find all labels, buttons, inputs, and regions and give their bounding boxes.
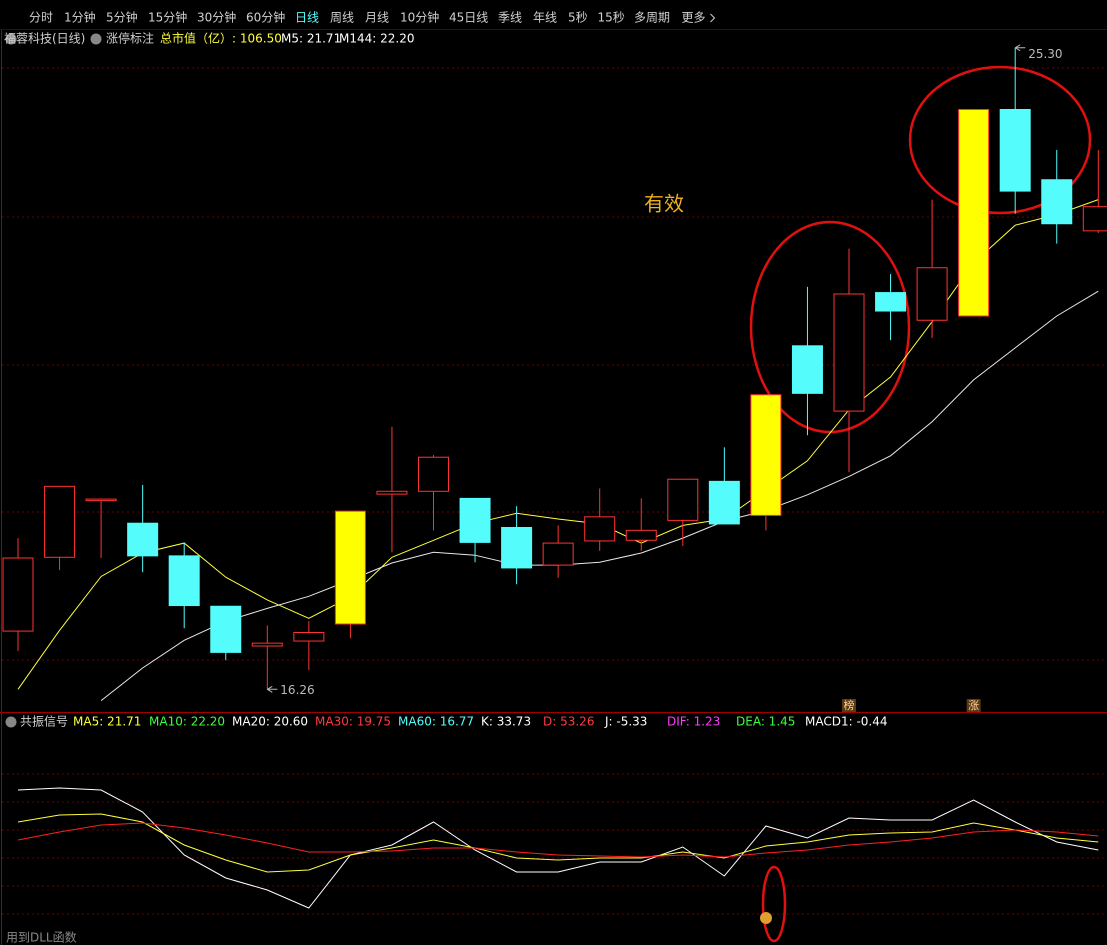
candle-body	[210, 605, 242, 653]
toolbar-tab[interactable]: 15分钟	[148, 10, 187, 25]
market-cap: 总市值（亿）: 106.50	[160, 31, 282, 46]
highlight-ellipse	[908, 65, 1092, 215]
signal-icon	[760, 912, 772, 924]
ma-value: M5: 21.71	[281, 32, 341, 46]
marker-label: 涨停标注	[106, 31, 154, 46]
candle-body	[2, 557, 34, 632]
candle-body	[85, 498, 117, 502]
indicator-name: 共振信号	[20, 715, 68, 729]
high-label: 25.30	[1028, 47, 1062, 61]
arrow	[267, 685, 278, 693]
candle-body	[542, 542, 574, 566]
candle-body	[708, 480, 740, 525]
toolbar-tab[interactable]: 多周期	[634, 11, 670, 25]
toolbar-tab[interactable]: 分时	[29, 11, 53, 25]
toolbar-tab[interactable]: 月线	[365, 11, 389, 25]
candle-body	[501, 526, 533, 569]
toolbar-tab[interactable]: 1分钟	[64, 10, 96, 25]
chevron	[710, 13, 716, 23]
candle-body	[418, 456, 449, 492]
marker-box	[966, 699, 981, 712]
candle-body	[791, 345, 823, 394]
candle-body	[251, 642, 283, 647]
marker-box	[842, 699, 856, 712]
candle-body	[1082, 206, 1107, 232]
indicator-value: MA10: 22.20	[149, 715, 225, 729]
indicator-value: D: 53.26	[543, 715, 594, 729]
indicator-value: DIF: 1.23	[667, 715, 720, 729]
candle-body	[334, 510, 366, 625]
indicator-value: MACD1: -0.44	[805, 715, 888, 729]
candle-body	[667, 478, 699, 521]
toolbar-tab[interactable]: 60分钟	[246, 10, 285, 25]
candle-body	[625, 529, 657, 541]
stock-name: 福蓉科技(日线)	[4, 31, 85, 46]
indicator-line	[17, 813, 1099, 873]
ma-line	[100, 290, 1099, 701]
candle-body	[127, 522, 159, 557]
arrow	[1014, 44, 1026, 52]
indicator-value: MA20: 20.60	[232, 715, 308, 729]
indicator-line	[17, 787, 1099, 909]
toolbar-tab[interactable]: 30分钟	[197, 10, 236, 25]
candle-body	[750, 394, 782, 516]
collapse-icon	[90, 33, 102, 45]
indicator-values: MA5: 21.71 MA10: 22.20 MA20: 20.60 MA30: 19…	[73, 715, 888, 729]
toolbar-tab[interactable]: 15秒	[598, 11, 625, 25]
candle-body	[999, 108, 1031, 192]
toolbar-tab[interactable]: 10分钟	[400, 10, 439, 25]
candle-body	[459, 497, 491, 543]
toolbar-tab[interactable]: 45日线	[449, 11, 488, 25]
indicator-value: MA30: 19.75	[315, 715, 391, 729]
indicator-value: DEA: 1.45	[736, 715, 795, 729]
main-grid	[2, 67, 1107, 661]
toolbar-tab[interactable]: 日线	[295, 11, 319, 25]
candle-body	[584, 516, 616, 542]
indicator-value: K: 33.73	[481, 715, 531, 729]
toolbar-tab[interactable]: 更多	[682, 11, 706, 25]
low-label: 16.26	[280, 683, 314, 697]
marker: 涨	[968, 699, 979, 712]
marker: 榜	[844, 698, 855, 712]
highlight-ellipse	[749, 220, 911, 434]
candle-body	[833, 293, 865, 412]
toolbar-tab[interactable]: 周线	[330, 11, 354, 25]
toolbar-tab[interactable]: 年线	[533, 11, 557, 25]
candle-body	[44, 485, 76, 558]
candle-body	[958, 108, 990, 317]
highlight-ellipse	[761, 865, 787, 943]
indicator-value: MA60: 16.77	[398, 715, 474, 729]
collapse-icon	[5, 33, 17, 45]
candle-body	[916, 267, 948, 321]
indicator-value: J: -5.33	[604, 715, 647, 729]
ma-line	[17, 199, 1099, 690]
toolbar-tab[interactable]: 5秒	[568, 11, 588, 25]
ma-value: M144: 22.20	[339, 32, 414, 46]
toolbar-tab[interactable]: 5分钟	[106, 10, 138, 25]
candle-body	[376, 490, 408, 495]
toolbar: 分时 1分钟 5分钟 15分钟 30分钟 60分钟 日线 周线 月线 10分钟 45日线 季线 年线 5秒…	[29, 10, 716, 25]
candle-body	[293, 632, 325, 642]
candle-body	[1041, 179, 1073, 225]
indicator-line	[17, 822, 1099, 858]
collapse-icon	[5, 716, 17, 728]
candle-body	[875, 292, 907, 312]
candle-body	[168, 555, 200, 607]
toolbar-tab[interactable]: 季线	[498, 11, 522, 25]
footer-text: 用到DLL函数	[6, 930, 77, 945]
lower-grid	[2, 773, 1107, 915]
annotation: 有效	[644, 192, 684, 216]
info-bar: 福蓉科技(日线) 涨停标注 总市值（亿）: 106.50 M5: 21.71 M…	[4, 31, 414, 46]
indicator-value: MA5: 21.71	[73, 715, 141, 729]
